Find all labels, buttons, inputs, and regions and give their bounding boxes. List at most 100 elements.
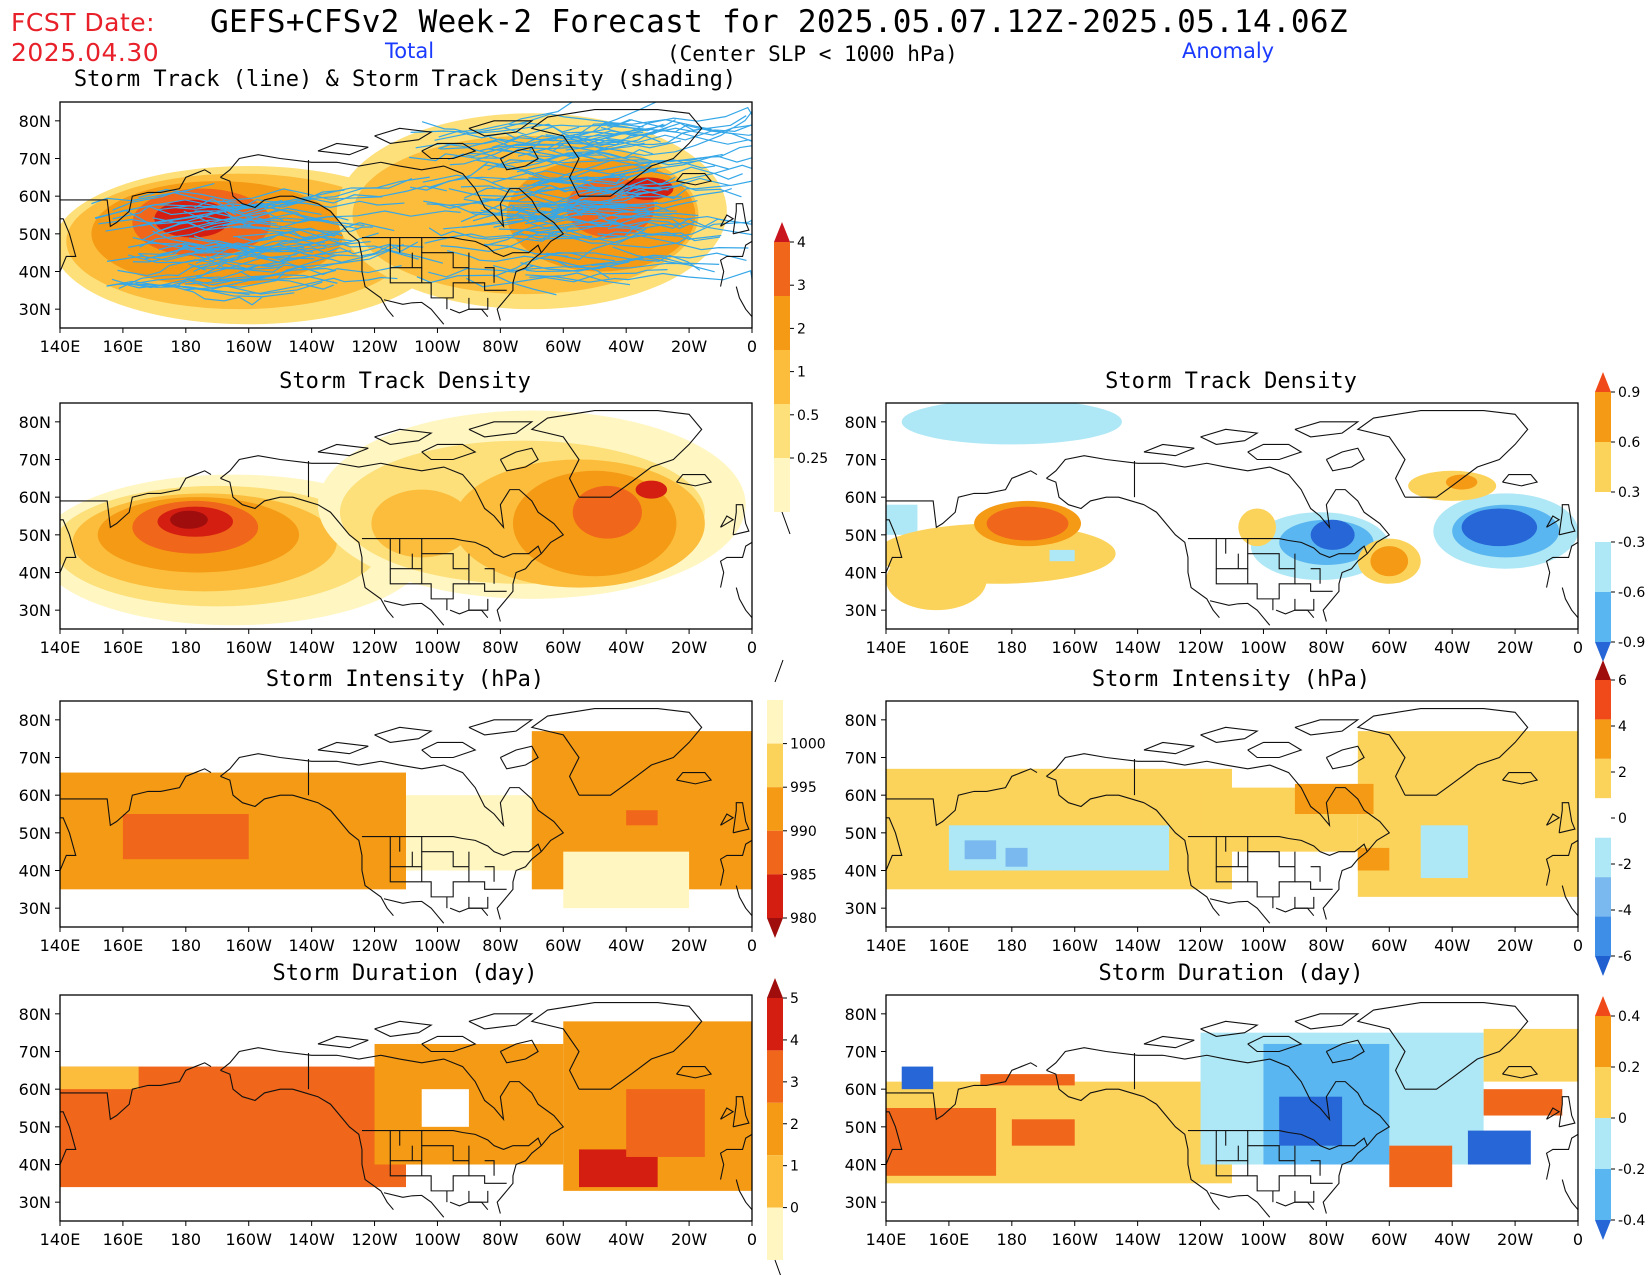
coastline — [1187, 836, 1368, 857]
anomaly-column-label: Anomaly — [1182, 39, 1275, 63]
colorbar-swatch — [1595, 680, 1611, 720]
colorbar-swatch — [774, 296, 790, 350]
coastline — [468, 1013, 534, 1030]
lon-tick-label: 0 — [1573, 936, 1583, 955]
colorbar-label: -0.9 — [1618, 635, 1645, 651]
lat-tick-label: 30N — [19, 300, 51, 319]
coastline — [1143, 1035, 1195, 1049]
colorbar-label: 980 — [790, 911, 817, 927]
coastline — [1356, 1001, 1529, 1090]
storm-track-line — [112, 199, 237, 220]
coastline — [468, 719, 534, 736]
lon-tick-label: 100W — [414, 337, 461, 356]
shade — [1461, 508, 1538, 547]
storm-track-line — [415, 139, 621, 154]
coastline — [1143, 443, 1195, 457]
lon-tick-label: 180 — [997, 1230, 1028, 1249]
coastline — [1209, 600, 1271, 626]
storm-track-line — [558, 155, 752, 186]
coastline — [361, 1130, 542, 1151]
storm-track-line — [526, 215, 645, 231]
colorbar-swatch — [767, 743, 783, 788]
lat-tick-label: 30N — [845, 899, 877, 918]
lat-tick-label: 30N — [19, 1193, 51, 1212]
coastline — [530, 409, 703, 498]
coastline — [468, 421, 534, 438]
coastline — [1294, 719, 1360, 736]
storm-track-line — [600, 110, 752, 137]
storm-track-line — [575, 118, 676, 136]
colorbar-label: -4 — [1618, 903, 1632, 919]
coastline — [1200, 1020, 1259, 1038]
lon-tick-label: 0 — [1573, 1230, 1583, 1249]
storm-tracks — [91, 102, 752, 306]
storm-track-line — [524, 176, 676, 225]
storm-track-line — [526, 261, 630, 273]
coastline — [468, 896, 489, 909]
storm-track-line — [520, 262, 698, 272]
storm-track-line — [460, 185, 628, 205]
coastline — [1558, 1096, 1576, 1128]
lon-tick-label: 80W — [1308, 638, 1344, 657]
map-content — [886, 403, 1578, 626]
coastline — [449, 609, 489, 619]
lon-tick-label: 160E — [929, 1230, 970, 1249]
storm-track-line — [612, 246, 715, 273]
lat-tick-label: 80N — [19, 1005, 51, 1024]
storm-track-line — [193, 232, 379, 253]
colorbar-swatch — [1595, 592, 1611, 642]
storm-track-line — [182, 276, 398, 294]
storm-track-line — [159, 244, 343, 257]
coastline — [361, 538, 542, 559]
coastline — [1294, 1190, 1315, 1203]
colorbar-label: 3 — [790, 1075, 799, 1091]
panel-title-duration-total: Storm Duration (day) — [272, 961, 538, 986]
lon-tick-label: 60W — [545, 1230, 581, 1249]
colorbar-swatch — [767, 787, 783, 831]
colorbar-swatch — [767, 830, 783, 875]
storm-track-line — [573, 124, 666, 145]
colorbar-swatch — [1595, 837, 1611, 878]
colorbar-arrow-bottom — [1595, 956, 1611, 976]
coastline — [383, 600, 445, 626]
fcst-date-value: 2025.04.30 — [11, 38, 160, 67]
storm-track-line — [112, 191, 237, 211]
lat-tick-label: 60N — [19, 187, 51, 206]
lon-tick-label: 180 — [997, 638, 1028, 657]
colorbar-label: -0.2 — [1618, 1162, 1645, 1178]
storm-track-line — [492, 251, 615, 278]
storm-track-line — [152, 189, 345, 224]
storm-track-line — [160, 211, 284, 236]
colorbar-swatch — [1595, 492, 1611, 542]
coastline — [530, 108, 703, 197]
coastline — [1325, 745, 1365, 770]
colorbar-label: 0 — [1618, 1111, 1627, 1127]
colorbar-label: 2 — [1618, 765, 1627, 781]
storm-track-line — [94, 204, 266, 223]
lat-tick-label: 80N — [19, 413, 51, 432]
lat-tick-label: 40N — [19, 1156, 51, 1175]
storm-track-line — [493, 158, 649, 168]
lat-tick-label: 60N — [845, 786, 877, 805]
shade — [1467, 1130, 1531, 1165]
coastline — [60, 470, 212, 573]
coastline — [499, 146, 539, 171]
coastlines — [60, 707, 752, 924]
lon-tick-label: 140E — [866, 936, 907, 955]
storm-track-line — [595, 219, 752, 240]
lon-tick-label: 160E — [929, 638, 970, 657]
shade — [901, 403, 1122, 445]
colorbar-label: 0.9 — [1618, 385, 1640, 401]
lon-tick-label: 20W — [1497, 638, 1533, 657]
shade — [1389, 1145, 1453, 1188]
colorbar-density-total: 4 3 2 1 0.5 0.25 — [774, 222, 828, 535]
lon-tick-label: 160W — [1052, 936, 1099, 955]
storm-track-line — [138, 188, 383, 201]
coastline — [676, 173, 713, 186]
coastline — [421, 443, 477, 461]
coastline — [220, 1047, 565, 1214]
lon-tick-label: 60W — [545, 638, 581, 657]
shade — [1294, 783, 1374, 814]
coastline — [1294, 896, 1315, 909]
map-panel-track: 140E 160E 180 160W 140W 120W 100W 80W 60W 40W 20W 0… — [19, 101, 757, 356]
